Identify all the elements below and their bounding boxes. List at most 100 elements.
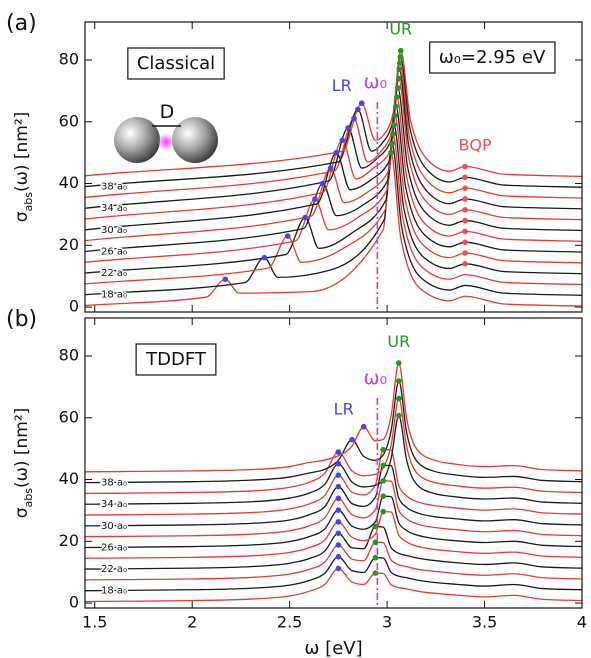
- curve-label: 18 a₀: [101, 290, 127, 301]
- peak-marker: [395, 412, 402, 419]
- peak-marker: [395, 360, 402, 366]
- curve-label: 18 a₀: [101, 586, 127, 597]
- y-tick-label: 60: [59, 111, 79, 130]
- method-label-box: [135, 343, 217, 376]
- spectrum-line: [85, 541, 582, 581]
- spectrum-line: [85, 567, 582, 603]
- curve-label: 34 a₀: [101, 203, 127, 214]
- spectrum-line: [85, 510, 582, 559]
- peak-marker: [397, 54, 404, 60]
- plot-frame: [84, 317, 583, 609]
- peak-marker: [462, 250, 468, 256]
- peak-marker: [335, 519, 342, 525]
- peak-marker: [380, 462, 387, 469]
- peak-marker: [339, 137, 346, 144]
- peak-label: BQP: [458, 136, 492, 155]
- peak-label: LR: [332, 76, 352, 95]
- peak-marker: [319, 180, 326, 187]
- peak-marker: [335, 565, 342, 572]
- spectrum-line: [85, 105, 582, 253]
- peak-marker: [335, 553, 342, 560]
- y-tick-label: 0: [69, 297, 79, 316]
- peak-marker: [393, 103, 399, 110]
- peak-marker: [380, 508, 387, 515]
- peak-marker: [351, 115, 357, 122]
- y-axis-label: σabs(ω) [nm²]: [12, 112, 35, 223]
- spectrum-line: [85, 380, 582, 484]
- peak-marker: [389, 140, 395, 147]
- peak-marker: [335, 507, 342, 513]
- peak-marker: [462, 185, 468, 191]
- curve-label: 26 a₀: [101, 246, 127, 257]
- peak-marker: [222, 276, 229, 283]
- panel-label: (b): [6, 307, 37, 332]
- peak-marker: [349, 436, 355, 443]
- y-tick-label: 80: [59, 49, 79, 68]
- y-tick-label: 40: [59, 173, 79, 192]
- peak-marker: [335, 460, 342, 467]
- peak-marker: [380, 477, 387, 484]
- peak-marker: [397, 47, 404, 54]
- peak-label: UR: [389, 20, 412, 39]
- curve-label: 34 a₀: [101, 499, 127, 510]
- y-tick-label: 20: [59, 531, 79, 550]
- peak-marker: [335, 483, 342, 490]
- peak-marker: [261, 254, 268, 261]
- curve-label: 22 a₀: [101, 268, 127, 279]
- peak-marker: [372, 539, 379, 546]
- omega0-label: ω₀: [364, 367, 388, 389]
- spectrum-line: [85, 77, 582, 221]
- peak-marker: [462, 163, 468, 170]
- peak-marker: [395, 75, 402, 82]
- peak-label: UR: [387, 332, 410, 351]
- spectrum-line: [85, 525, 582, 570]
- sphere: [114, 117, 160, 163]
- y-tick-label: 80: [59, 345, 79, 364]
- peak-marker: [360, 423, 367, 430]
- method-label: TDDFT: [145, 349, 207, 370]
- peak-marker: [372, 570, 379, 576]
- x-tick-label: 2.5: [277, 613, 302, 632]
- peak-marker: [394, 94, 400, 100]
- y-label-rest: (ω) [nm²]: [12, 112, 32, 192]
- peak-marker: [390, 131, 396, 137]
- y-label-subscript: abs: [22, 192, 35, 212]
- y-tick-label: 20: [59, 235, 79, 254]
- peak-marker: [302, 214, 309, 221]
- peak-marker: [358, 100, 365, 107]
- info-label-box: [429, 41, 556, 74]
- spectrum-line: [85, 556, 582, 592]
- x-tick-label: 1.5: [82, 613, 107, 632]
- y-axis-label: σabs(ω) [nm²]: [12, 408, 35, 519]
- y-tick-label: 60: [59, 407, 79, 426]
- peak-marker: [372, 554, 379, 561]
- sphere: [172, 117, 218, 163]
- method-label: Classical: [137, 53, 215, 74]
- peak-marker: [312, 196, 318, 202]
- peak-marker: [335, 530, 342, 537]
- panel-label: (a): [6, 11, 37, 36]
- spectrum-line: [85, 397, 582, 495]
- x-tick-label: 4: [577, 613, 587, 632]
- peak-marker: [396, 60, 403, 66]
- peak-marker: [395, 395, 402, 402]
- peak-marker: [345, 125, 351, 131]
- curve-label: 22 a₀: [101, 564, 127, 575]
- peak-marker: [462, 206, 468, 213]
- peak-marker: [333, 149, 340, 156]
- peak-marker: [380, 446, 387, 453]
- peak-marker: [462, 261, 468, 267]
- y-tick-label: 0: [69, 593, 79, 612]
- hot-spot: [157, 133, 175, 151]
- y-label-subscript: abs: [22, 488, 35, 508]
- omega0-label: ω₀: [364, 71, 388, 93]
- peak-marker: [335, 472, 342, 478]
- peak-label: LR: [334, 400, 354, 419]
- peak-marker: [372, 523, 379, 530]
- peak-marker: [388, 149, 394, 156]
- y-label-rest: (ω) [nm²]: [12, 408, 32, 488]
- peak-marker: [462, 228, 468, 235]
- peak-marker: [335, 449, 342, 455]
- peak-marker: [462, 196, 468, 202]
